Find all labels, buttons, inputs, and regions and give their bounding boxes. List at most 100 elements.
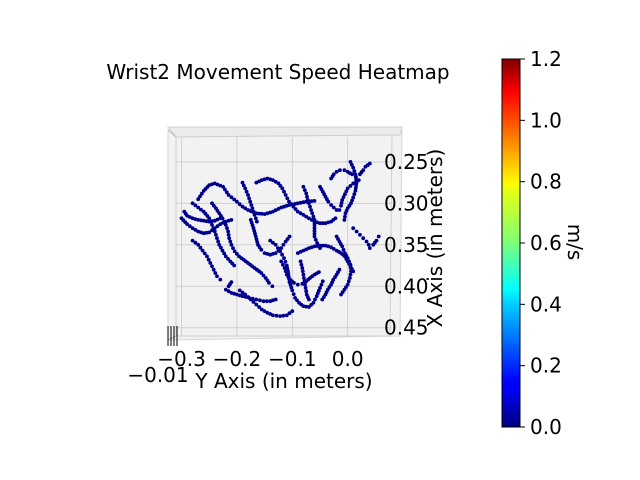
data-point	[259, 211, 264, 216]
data-point	[206, 257, 211, 262]
data-point	[283, 259, 288, 264]
data-point	[243, 186, 248, 191]
data-point	[312, 231, 317, 236]
data-point	[320, 297, 325, 302]
data-point	[329, 203, 333, 207]
data-point	[354, 180, 359, 185]
data-point	[305, 198, 310, 202]
data-point	[243, 292, 248, 297]
data-point	[312, 234, 317, 239]
data-point	[259, 307, 264, 312]
data-point	[339, 203, 343, 208]
data-point	[250, 206, 255, 211]
data-point	[367, 161, 372, 166]
data-point	[278, 249, 282, 254]
data-point	[333, 216, 338, 221]
data-point	[224, 190, 229, 195]
data-point	[304, 214, 309, 219]
data-point	[205, 254, 209, 259]
axes-3d-frame	[166, 126, 403, 346]
data-point	[198, 194, 202, 199]
data-point	[301, 304, 306, 308]
data-point	[210, 223, 214, 227]
data-point	[226, 284, 231, 289]
x-tick-label: 0.0	[332, 347, 364, 371]
data-point	[221, 184, 226, 189]
data-point	[196, 197, 201, 202]
data-point	[218, 277, 223, 282]
data-point	[311, 214, 316, 219]
data-point	[229, 242, 234, 247]
data-point	[187, 224, 192, 229]
colorbar-tick-label: 0.6	[530, 231, 562, 255]
data-point	[240, 294, 245, 299]
data-point	[344, 189, 349, 194]
data-point	[348, 276, 352, 280]
data-point	[247, 196, 252, 201]
data-point	[320, 243, 325, 248]
data-point	[216, 239, 221, 244]
data-point	[198, 245, 203, 250]
data-point	[318, 286, 322, 290]
x-tick-label: −0.3	[157, 347, 206, 371]
data-point	[246, 295, 250, 299]
data-point	[259, 247, 264, 252]
data-point	[350, 198, 354, 203]
data-point	[305, 194, 309, 199]
data-point	[232, 249, 237, 254]
data-point	[226, 229, 231, 234]
data-point	[354, 177, 359, 182]
data-point	[254, 219, 259, 224]
data-point	[271, 209, 275, 214]
data-point	[353, 186, 358, 191]
data-point	[285, 196, 290, 201]
data-point	[339, 201, 344, 205]
data-point	[298, 259, 303, 264]
data-point	[287, 234, 292, 239]
data-point	[348, 262, 353, 267]
data-point	[352, 169, 357, 173]
data-point	[316, 270, 321, 275]
data-point	[235, 199, 239, 204]
data-point	[284, 313, 289, 318]
data-point	[273, 179, 278, 184]
data-point	[200, 248, 205, 253]
data-point	[196, 205, 201, 210]
data-point	[301, 184, 306, 189]
data-point	[350, 172, 354, 177]
data-point	[232, 263, 237, 268]
data-point	[319, 282, 324, 287]
data-point	[226, 232, 231, 237]
data-point	[229, 195, 234, 200]
data-point	[361, 168, 366, 173]
data-point	[273, 251, 278, 256]
data-point	[283, 193, 288, 197]
data-point	[271, 240, 275, 245]
data-point	[292, 281, 296, 285]
data-point	[190, 201, 195, 206]
data-point	[343, 211, 348, 216]
colorbar-ticks: 0.0 0.2 0.4 0.6 0.8 1.0 1.2	[520, 47, 562, 439]
data-point	[280, 252, 284, 257]
data-point	[307, 216, 311, 221]
data-point	[312, 218, 317, 222]
data-point	[318, 246, 322, 251]
data-point	[302, 279, 307, 284]
data-point	[307, 297, 311, 302]
data-point	[254, 297, 259, 302]
data-point	[282, 266, 287, 270]
data-point	[237, 288, 242, 293]
data-point	[290, 288, 295, 293]
data-point	[222, 219, 227, 224]
data-point	[301, 272, 306, 277]
data-point	[229, 218, 234, 222]
data-point	[213, 271, 218, 275]
data-point	[312, 198, 317, 203]
data-point	[343, 214, 347, 219]
data-point	[364, 239, 369, 244]
data-point	[207, 230, 212, 235]
data-point	[223, 223, 228, 227]
data-point	[287, 311, 292, 316]
y-tick-label: 0.45	[384, 316, 429, 340]
